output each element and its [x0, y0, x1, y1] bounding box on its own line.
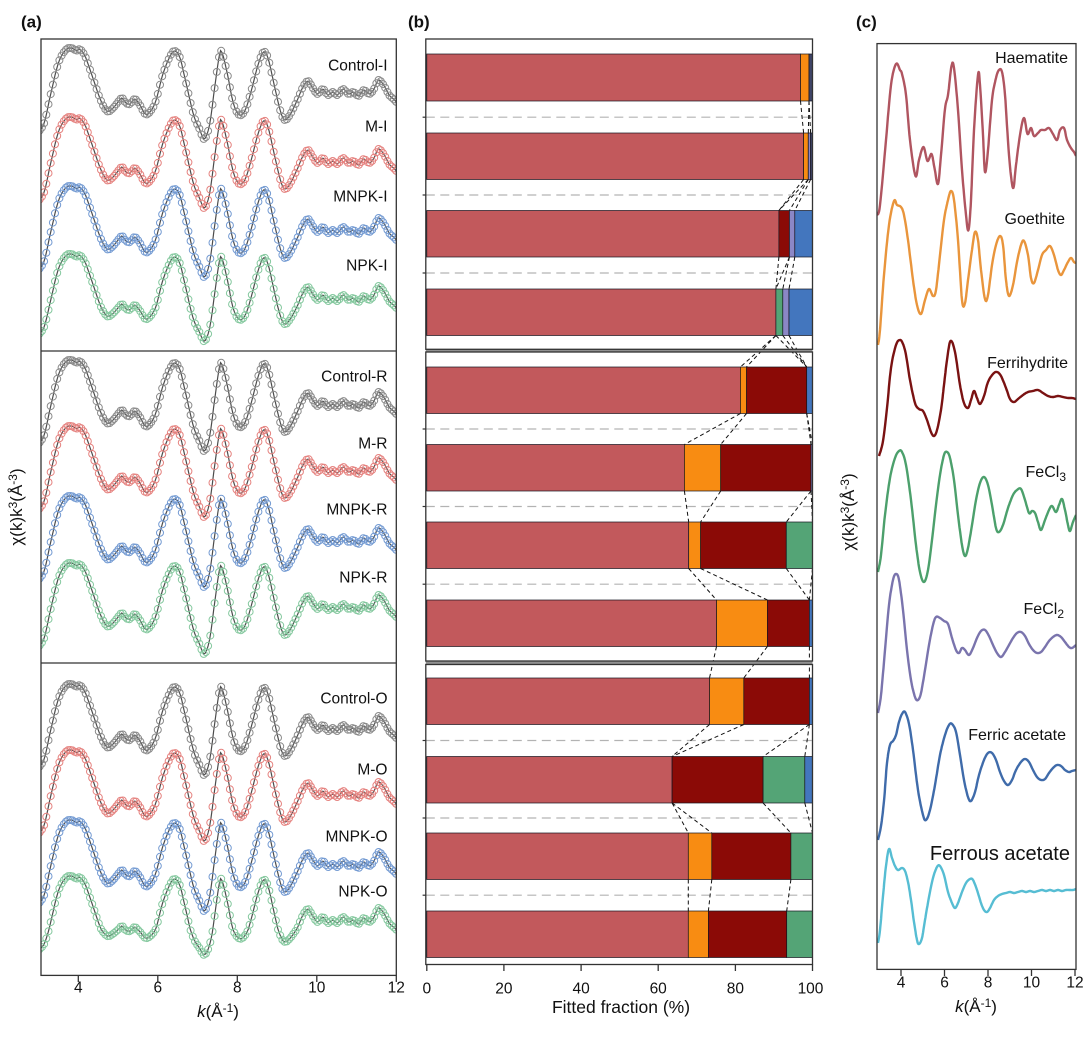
svg-text:Ferrihydrite: Ferrihydrite — [987, 355, 1068, 372]
svg-text:χ(k)k3(Å-3): χ(k)k3(Å-3) — [838, 473, 858, 550]
svg-text:M-I: M-I — [365, 119, 387, 136]
svg-text:k(Å-1): k(Å-1) — [197, 1001, 239, 1021]
svg-text:Ferrous acetate: Ferrous acetate — [930, 843, 1070, 865]
svg-text:0: 0 — [422, 981, 431, 998]
svg-text:χ(k)k3(Å-3): χ(k)k3(Å-3) — [6, 468, 26, 545]
svg-text:12: 12 — [1066, 975, 1083, 992]
svg-text:40: 40 — [572, 981, 590, 998]
svg-text:10: 10 — [1023, 975, 1041, 992]
svg-text:MNPK-R: MNPK-R — [326, 502, 387, 519]
svg-text:MNPK-I: MNPK-I — [333, 189, 387, 206]
svg-text:Haematite: Haematite — [995, 50, 1068, 67]
svg-text:MNPK-O: MNPK-O — [326, 829, 388, 846]
svg-text:NPK-O: NPK-O — [338, 884, 387, 901]
svg-text:(a): (a) — [21, 13, 42, 32]
svg-text:20: 20 — [495, 981, 513, 998]
svg-text:8: 8 — [233, 980, 242, 997]
svg-text:M-O: M-O — [357, 762, 387, 779]
svg-text:Goethite: Goethite — [1005, 211, 1066, 228]
svg-text:Fitted fraction (%): Fitted fraction (%) — [552, 997, 690, 1017]
svg-text:8: 8 — [984, 975, 993, 992]
svg-text:FeCl2: FeCl2 — [1024, 601, 1065, 621]
svg-text:4: 4 — [74, 980, 83, 997]
svg-text:(b): (b) — [408, 13, 430, 32]
svg-text:60: 60 — [650, 981, 668, 998]
svg-text:(c): (c) — [856, 13, 877, 32]
svg-text:Control-O: Control-O — [320, 691, 387, 708]
svg-text:4: 4 — [897, 975, 906, 992]
svg-text:M-R: M-R — [358, 436, 387, 453]
svg-text:Control-R: Control-R — [321, 369, 387, 386]
svg-text:6: 6 — [940, 975, 949, 992]
svg-text:12: 12 — [388, 980, 405, 997]
svg-text:FeCl3: FeCl3 — [1026, 464, 1067, 484]
svg-text:6: 6 — [153, 980, 162, 997]
svg-text:Ferric acetate: Ferric acetate — [968, 727, 1066, 744]
svg-text:NPK-I: NPK-I — [346, 258, 387, 275]
svg-text:100: 100 — [798, 981, 824, 998]
svg-text:10: 10 — [308, 980, 326, 997]
svg-text:k(Å-1): k(Å-1) — [955, 996, 997, 1016]
svg-text:80: 80 — [727, 981, 745, 998]
svg-text:Control-I: Control-I — [328, 58, 387, 75]
svg-text:NPK-R: NPK-R — [339, 570, 387, 587]
